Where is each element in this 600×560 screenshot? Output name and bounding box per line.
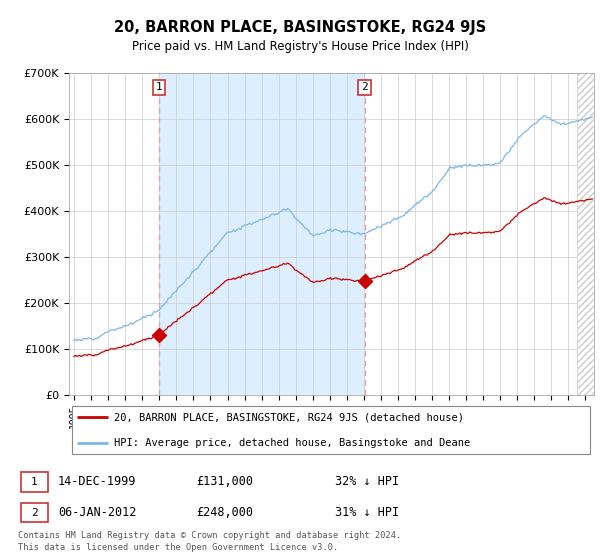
Text: 2: 2: [31, 507, 38, 517]
Text: 20, BARRON PLACE, BASINGSTOKE, RG24 9JS (detached house): 20, BARRON PLACE, BASINGSTOKE, RG24 9JS …: [113, 412, 464, 422]
Text: 1: 1: [31, 477, 38, 487]
Text: HPI: Average price, detached house, Basingstoke and Deane: HPI: Average price, detached house, Basi…: [113, 437, 470, 447]
FancyBboxPatch shape: [20, 472, 48, 492]
Text: 1: 1: [156, 82, 163, 92]
Text: 2: 2: [361, 82, 368, 92]
Text: 20, BARRON PLACE, BASINGSTOKE, RG24 9JS: 20, BARRON PLACE, BASINGSTOKE, RG24 9JS: [114, 20, 486, 35]
Text: 14-DEC-1999: 14-DEC-1999: [58, 475, 136, 488]
Text: This data is licensed under the Open Government Licence v3.0.: This data is licensed under the Open Gov…: [18, 543, 338, 552]
Text: 32% ↓ HPI: 32% ↓ HPI: [335, 475, 398, 488]
FancyBboxPatch shape: [20, 503, 48, 522]
Text: £248,000: £248,000: [196, 506, 253, 519]
Text: £131,000: £131,000: [196, 475, 253, 488]
Text: Price paid vs. HM Land Registry's House Price Index (HPI): Price paid vs. HM Land Registry's House …: [131, 40, 469, 53]
Text: Contains HM Land Registry data © Crown copyright and database right 2024.: Contains HM Land Registry data © Crown c…: [18, 531, 401, 540]
Bar: [160, 73, 365, 395]
Text: 31% ↓ HPI: 31% ↓ HPI: [335, 506, 398, 519]
Text: 06-JAN-2012: 06-JAN-2012: [58, 506, 136, 519]
Bar: [577, 73, 594, 395]
FancyBboxPatch shape: [71, 406, 590, 454]
